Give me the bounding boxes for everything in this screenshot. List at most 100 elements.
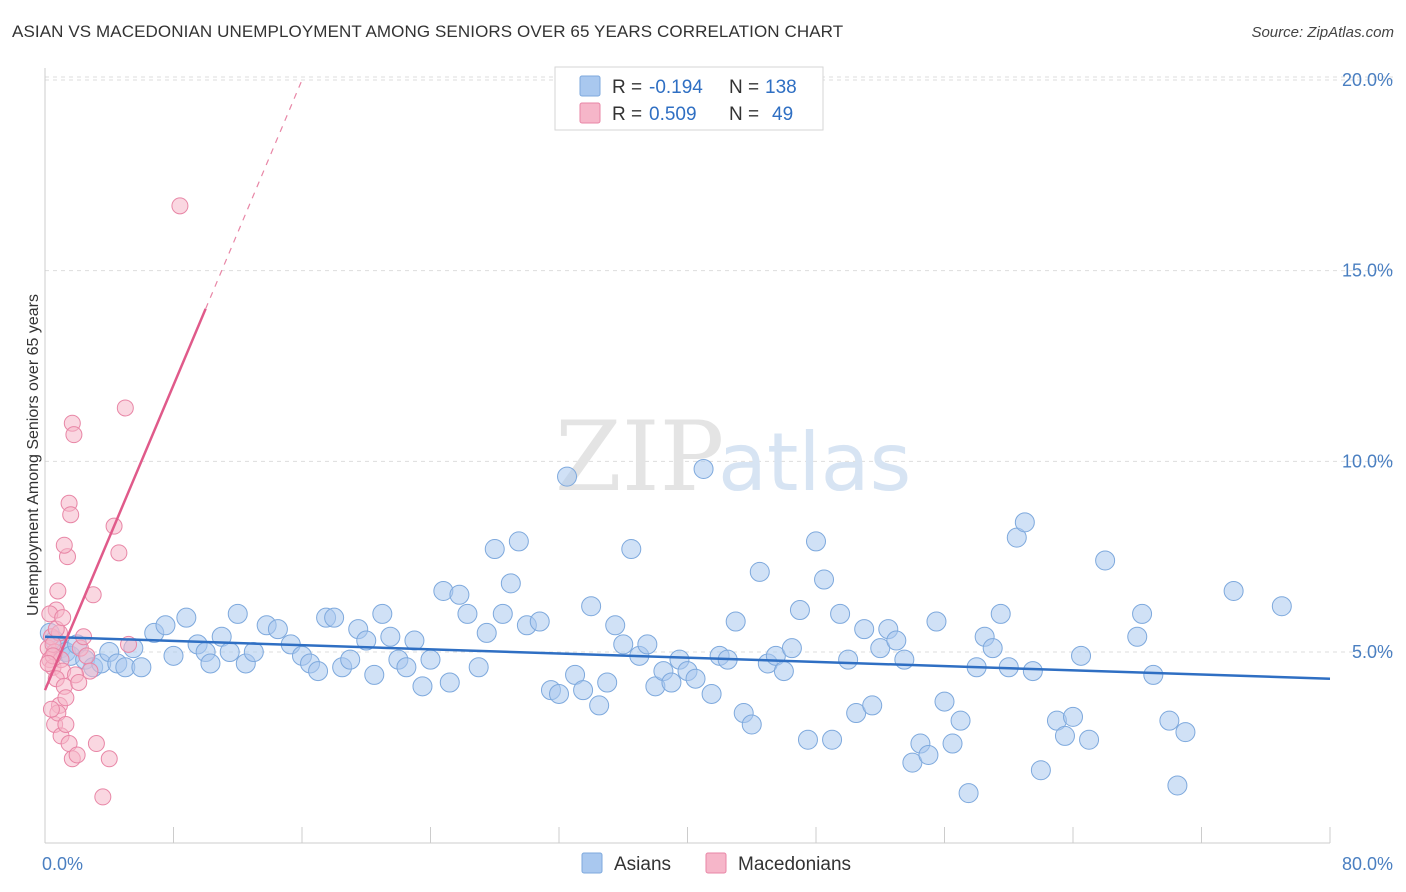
data-point-asian [492, 603, 513, 624]
data-point-macedonian [110, 544, 128, 562]
data-point-asian [990, 603, 1011, 624]
data-point-asian [685, 668, 706, 689]
data-point-asian [982, 638, 1003, 659]
data-point-macedonian [57, 715, 75, 733]
legend-r-value-macedonians: 0.509 [649, 104, 697, 125]
data-point-asian [1143, 664, 1164, 685]
series-macedonians [39, 197, 189, 806]
data-point-asian [439, 672, 460, 693]
data-point-asian [155, 615, 176, 636]
legend-r-value-asians: -0.194 [649, 77, 703, 98]
data-point-asian [420, 649, 441, 670]
data-point-asian [573, 680, 594, 701]
x-tick-label: 80.0% [1342, 854, 1393, 874]
data-point-asian [621, 539, 642, 560]
data-point-asian [549, 683, 569, 704]
data-point-macedonian [65, 426, 83, 444]
legend-swatch-asians [579, 75, 601, 97]
data-point-asian [581, 596, 602, 617]
data-point-asian [797, 729, 818, 750]
watermark-zip: ZIP [555, 401, 724, 513]
data-point-asian [219, 642, 240, 662]
bottom-legend-swatch-macedonians [705, 852, 727, 874]
data-point-asian [781, 638, 802, 659]
watermark-atlas: atlas [718, 416, 911, 509]
data-point-asian [243, 642, 264, 662]
bottom-legend-label-macedonians: Macedonians [738, 854, 851, 875]
data-point-asian [1175, 722, 1196, 743]
trend-line-asians [44, 635, 1331, 680]
data-point-macedonian [54, 609, 72, 627]
data-point-asian [741, 714, 762, 735]
data-point-asian [468, 657, 489, 678]
data-point-macedonian [57, 689, 75, 707]
data-point-asian [529, 611, 550, 632]
y-tick-label: 5.0% [1352, 642, 1393, 662]
data-point-macedonian [68, 746, 86, 764]
data-point-asian [200, 653, 221, 674]
data-point-asian [557, 466, 578, 487]
legend-r-label-asians: R = [612, 77, 642, 98]
data-point-asian [934, 691, 955, 712]
trend-line-macedonians-extension [205, 79, 303, 310]
data-point-macedonian [62, 506, 80, 524]
x-tick-label: 0.0% [42, 854, 83, 874]
data-point-asian [605, 615, 626, 636]
data-point-macedonian [100, 750, 118, 768]
data-point-asian [918, 744, 939, 765]
data-point-macedonian [42, 700, 60, 718]
data-point-asian [1022, 661, 1043, 682]
data-point-asian [364, 664, 385, 685]
data-point-macedonian [55, 536, 73, 554]
data-point-asian [131, 657, 152, 678]
data-point-asian [340, 649, 361, 670]
data-point-asian [725, 611, 746, 632]
x-tick-labels: 0.0% 80.0% [42, 854, 1393, 874]
legend-n-value-macedonians: 49 [772, 104, 793, 125]
data-point-asian [886, 630, 907, 651]
data-point-asian [838, 649, 859, 670]
data-point-asian [227, 603, 248, 624]
data-point-asian [1054, 725, 1075, 746]
data-point-asian [476, 622, 497, 643]
data-point-asian [661, 672, 682, 693]
data-point-asian [749, 561, 770, 582]
legend-swatch-macedonians [579, 102, 601, 124]
data-point-asian [508, 531, 529, 552]
grid-lines [45, 76, 1393, 653]
data-point-asian [894, 649, 915, 670]
data-point-asian [1071, 645, 1092, 666]
legend-n-label-macedonians: N = [729, 104, 759, 125]
data-point-asian [822, 729, 843, 750]
data-point-asian [693, 458, 714, 479]
y-tick-labels: 5.0% 10.0% 15.0% 20.0% [1342, 70, 1393, 662]
data-point-asian [950, 710, 971, 731]
data-point-macedonian [171, 197, 189, 215]
y-tick-label: 10.0% [1342, 451, 1393, 471]
data-point-asian [926, 611, 947, 632]
data-point-asian [1167, 775, 1188, 796]
legend-n-label-asians: N = [729, 77, 759, 98]
data-point-asian [701, 683, 722, 704]
data-point-asian [372, 603, 393, 624]
data-point-asian [267, 619, 288, 640]
data-point-asian [814, 569, 835, 590]
data-point-asian [1095, 550, 1116, 571]
data-point-asian [637, 634, 658, 655]
data-point-asian [1014, 512, 1035, 533]
data-point-asian [500, 573, 521, 594]
data-point-asian [902, 752, 923, 773]
watermark: ZIP atlas [555, 401, 911, 513]
data-point-asian [1127, 626, 1148, 647]
data-point-asian [942, 733, 963, 754]
data-point-asian [862, 695, 883, 716]
data-point-asian [308, 661, 329, 682]
data-point-macedonian [78, 647, 96, 665]
data-point-asian [163, 645, 184, 666]
legend-n-value-asians: 138 [765, 77, 797, 98]
data-point-asian [589, 695, 610, 716]
data-point-asian [380, 626, 401, 647]
data-point-asian [1132, 603, 1153, 624]
data-point-macedonian [87, 735, 105, 753]
source-label: Source: ZipAtlas.com [1251, 24, 1394, 41]
